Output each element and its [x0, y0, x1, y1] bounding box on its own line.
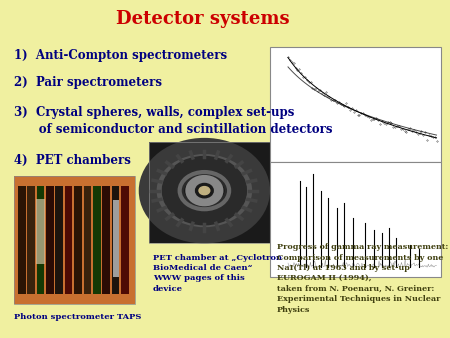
Text: Detector systems: Detector systems [116, 10, 289, 28]
Bar [14, 176, 135, 304]
Text: 3)  Crystal spheres, walls, complex set-ups: 3) Crystal spheres, walls, complex set-u… [14, 106, 294, 119]
Bar [148, 142, 270, 243]
Bar [27, 186, 35, 294]
Bar [65, 186, 72, 294]
Bar [148, 142, 270, 243]
Bar [112, 200, 119, 277]
Circle shape [199, 187, 210, 195]
Bar [36, 199, 45, 264]
Bar [112, 186, 119, 294]
Bar [74, 186, 82, 294]
Text: Progress of gamma ray measurement:
Comparison of measurements by one
NaI(Tl) at : Progress of gamma ray measurement: Compa… [277, 243, 448, 314]
Text: PET chamber at „Cyclotron
BioMedical de Caen“
WWW pages of this
device: PET chamber at „Cyclotron BioMedical de … [153, 254, 282, 293]
Bar [103, 186, 110, 294]
Bar [18, 186, 26, 294]
Bar [46, 186, 54, 294]
Text: 1)  Anti-Compton spectrometers: 1) Anti-Compton spectrometers [14, 49, 227, 62]
Bar [37, 186, 44, 294]
Bar [84, 186, 91, 294]
Bar [121, 186, 129, 294]
Text: 2)  Pair spectrometers: 2) Pair spectrometers [14, 76, 162, 89]
Bar [270, 162, 441, 277]
Text: 4)  PET chambers: 4) PET chambers [14, 154, 130, 167]
Text: of semiconductor and scintillation detectors: of semiconductor and scintillation detec… [14, 123, 332, 136]
Bar [55, 186, 63, 294]
Text: Photon spectrometer TAPS: Photon spectrometer TAPS [14, 313, 141, 321]
Bar [270, 47, 441, 162]
Bar [93, 186, 100, 294]
Bar [14, 176, 135, 304]
